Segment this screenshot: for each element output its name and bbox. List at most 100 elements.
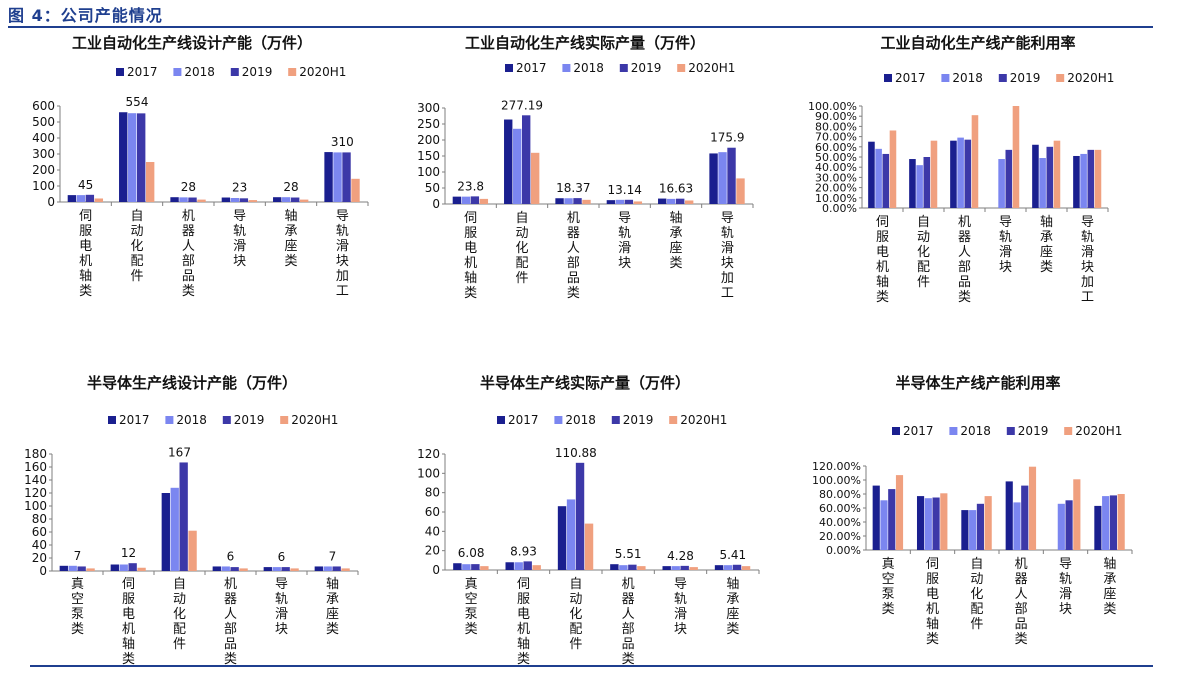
bar-2020h1 [480,566,489,570]
y-tick-label: 80.00% [819,488,861,501]
bar-2020h1 [239,568,248,571]
bar-2019 [732,564,742,570]
bar-2020h1 [341,568,350,571]
top-divider [8,26,1153,28]
legend-label-2020h1: 2020H1 [680,413,727,427]
y-tick-label: 80 [32,512,47,526]
chart-title: 工业自动化生产线产能利用率 [880,34,1075,52]
bar-2019 [522,115,531,204]
legend-label-2019: 2019 [234,413,265,427]
x-category-label: 自动化配件 [515,211,528,286]
bar-2020h1 [689,567,698,570]
bar-2019 [332,566,341,571]
bar-2017 [868,141,875,208]
y-tick-label: 100 [32,179,55,193]
bar-2019 [77,566,86,571]
bar-2020h1 [290,568,299,571]
x-category-label: 真空泵类 [465,577,478,637]
y-tick-label: 0 [432,197,440,211]
legend-label-2017: 2017 [127,65,158,79]
bar-2017 [505,562,514,570]
bar-2017 [119,112,128,202]
y-tick-label: 0 [47,195,55,209]
bar-2018 [924,498,932,550]
bar-2017 [504,119,513,204]
chart-title: 半导体生产线设计产能（万件） [87,374,297,392]
bar-2018 [723,565,733,570]
legend-label-2018: 2018 [573,61,604,75]
legend-swatch-2020h1 [280,416,289,424]
chart-title: 工业自动化生产线实际产量（万件） [465,34,705,52]
legend-swatch-2017 [505,64,513,72]
bar-2019 [888,489,896,550]
bar-2019 [179,462,188,571]
bar-2017 [452,196,462,204]
bar-2017 [263,567,272,571]
data-label: 8.93 [510,544,537,558]
bar-2018 [1102,496,1110,550]
chart-panel-semiconductor-utilization: 半导体生产线产能利用率 2017 2018 2019 2020H1 0.00% 20.00%… [798,372,1158,672]
y-tick-label: 30.00% [815,171,857,184]
y-tick-label: 60 [425,505,440,519]
bar-2017 [557,506,567,570]
bar-2019 [1109,495,1117,550]
x-category-label: 真空泵类 [71,577,84,637]
chart-title: 工业自动化生产线设计产能（万件） [72,34,312,52]
x-category-label: 轴承座类 [1103,557,1116,617]
y-tick-label: 400 [32,131,55,145]
legend-swatch-2017 [116,68,124,76]
bar-2020h1 [637,566,646,570]
y-tick-label: 300 [417,101,440,115]
legend-swatch-2017 [108,416,116,424]
bar-2018 [671,566,680,570]
y-tick-label: 80.00% [815,120,857,133]
bar-2019 [230,567,239,571]
bar-2017 [916,496,925,550]
bar-2019 [964,139,972,208]
bar-2020h1 [984,496,992,550]
y-tick-label: 200 [32,163,55,177]
bar-2017 [1094,505,1102,550]
bar-2020h1 [530,152,540,204]
legend-label-2020h1: 2020H1 [291,413,338,427]
legend-swatch-2020h1 [1056,74,1065,82]
x-category-label: 自动化配件 [917,215,930,290]
x-category-label: 导轨滑块加工 [1081,215,1094,305]
bar-2018 [564,198,573,204]
bar-2020h1 [582,199,591,204]
bar-2018 [718,152,727,204]
bar-2017 [714,565,724,570]
bar-2019 [239,198,249,202]
bar-2020h1 [145,162,155,202]
legend-swatch-2017 [884,74,892,82]
bar-2019 [624,199,634,204]
y-tick-label: 50 [425,181,440,195]
bar-2018 [875,148,882,208]
data-label: 310 [331,135,354,149]
bar-2020h1 [137,567,146,571]
bar-2019 [342,152,351,202]
bar-2020h1 [532,565,541,570]
legend-swatch-2020h1 [669,416,678,424]
bar-2020h1 [633,201,643,204]
bar-2017 [662,566,671,570]
y-tick-label: 0.00% [826,544,861,557]
x-category-label: 机器人部品类 [567,211,580,301]
y-tick-label: 80 [425,486,440,500]
y-tick-label: 10.00% [815,192,857,205]
bar-2017 [314,566,323,571]
y-tick-label: 60 [32,525,47,539]
x-category-label: 自动化配件 [130,209,143,284]
y-tick-label: 120.00% [812,460,861,473]
data-label: 23 [232,181,247,195]
bar-2020h1 [930,140,938,208]
bar-2019 [1021,485,1029,550]
bar-2019 [923,157,931,208]
y-tick-label: 150 [417,149,440,163]
legend-label-2019: 2019 [623,413,654,427]
x-category-label: 伺服电机轴类 [79,209,92,299]
chart-svg: 半导体生产线产能利用率 2017 2018 2019 2020H1 0.00%20.00%… [812,374,1133,647]
legend-swatch-2017 [497,416,505,424]
bar-2018 [916,165,923,208]
legend-swatch-2017 [892,427,900,435]
